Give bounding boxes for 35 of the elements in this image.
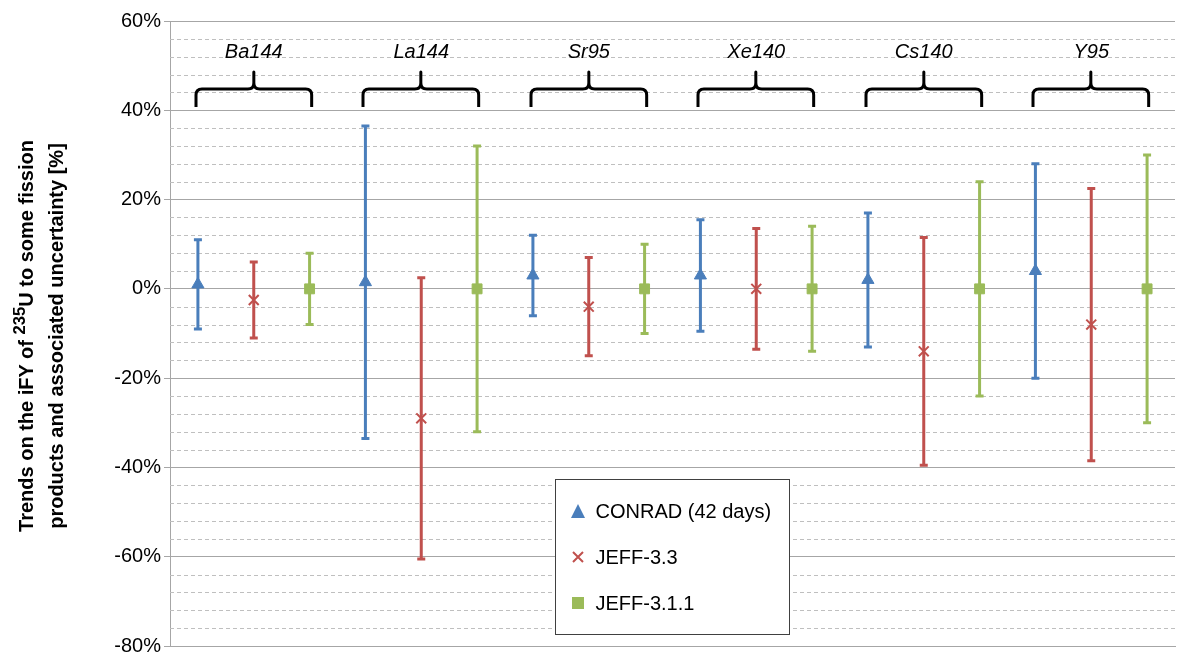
annotation: Xe140 — [726, 39, 786, 62]
point — [974, 283, 986, 295]
annotation: Sr95 — [567, 39, 611, 62]
y-tick-label: -80% — [114, 633, 162, 656]
legend-label: JEFF-3.1.1 — [595, 591, 695, 615]
point — [806, 283, 818, 295]
y-tick-label: 0% — [132, 276, 162, 299]
point — [191, 276, 205, 289]
annotation: Ba144 — [224, 39, 283, 62]
y-tick-label: -60% — [114, 544, 162, 567]
point — [639, 283, 651, 295]
point — [1141, 283, 1153, 295]
point — [917, 345, 930, 358]
y-tick-label: 20% — [120, 187, 162, 210]
point — [861, 272, 875, 284]
point — [304, 283, 316, 295]
point — [693, 267, 707, 280]
y-tick-label: -40% — [114, 454, 162, 477]
legend-label: CONRAD (42 days) — [595, 499, 772, 523]
point — [471, 283, 483, 295]
point — [1085, 318, 1098, 331]
legend-label: JEFF-3.3 — [595, 545, 678, 569]
y-tick-label: 60% — [120, 8, 162, 31]
point — [358, 274, 372, 287]
y-tick-label: 40% — [120, 97, 162, 120]
annotation: Cs140 — [894, 39, 953, 62]
point — [247, 294, 260, 306]
point — [582, 300, 595, 313]
point — [1028, 263, 1042, 275]
point — [526, 267, 540, 280]
y-tick-label: -20% — [114, 365, 162, 388]
annotation: Y95 — [1073, 39, 1110, 62]
point — [750, 282, 763, 295]
point — [415, 412, 428, 425]
annotation: La144 — [393, 39, 450, 62]
